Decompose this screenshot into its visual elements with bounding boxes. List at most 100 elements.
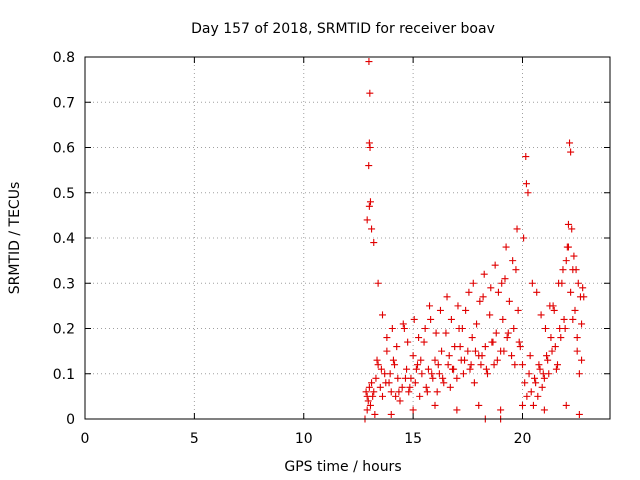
y-tick-label: 0.6 bbox=[53, 141, 75, 157]
data-point bbox=[475, 401, 483, 409]
data-point bbox=[567, 288, 575, 296]
data-point bbox=[578, 320, 586, 328]
data-point bbox=[383, 347, 391, 355]
data-point bbox=[404, 338, 412, 346]
data-point bbox=[566, 139, 574, 147]
data-point bbox=[462, 306, 470, 314]
data-point bbox=[366, 198, 374, 206]
data-point bbox=[527, 388, 535, 396]
data-point bbox=[540, 406, 548, 414]
data-point bbox=[429, 374, 437, 382]
data-point bbox=[522, 180, 530, 188]
data-point bbox=[575, 410, 583, 418]
data-point bbox=[465, 288, 473, 296]
data-point bbox=[515, 338, 523, 346]
data-point bbox=[524, 189, 532, 197]
data-point bbox=[435, 370, 443, 378]
data-point bbox=[484, 370, 491, 378]
data-point bbox=[482, 365, 490, 373]
data-point bbox=[538, 383, 546, 391]
data-point bbox=[499, 315, 507, 323]
data-point bbox=[363, 216, 371, 224]
data-point bbox=[365, 162, 373, 170]
grid-lines bbox=[85, 57, 610, 419]
data-point bbox=[509, 257, 517, 265]
x-tick-label: 0 bbox=[81, 431, 90, 447]
data-point bbox=[480, 270, 488, 278]
data-point bbox=[391, 361, 399, 369]
data-point bbox=[573, 334, 581, 342]
data-point bbox=[442, 329, 450, 337]
data-point bbox=[409, 352, 417, 360]
data-point bbox=[562, 401, 570, 409]
data-point bbox=[393, 343, 401, 351]
data-point bbox=[372, 374, 380, 382]
data-point bbox=[478, 352, 486, 360]
data-point bbox=[403, 365, 411, 373]
data-point bbox=[567, 148, 575, 156]
data-point bbox=[369, 392, 377, 400]
data-point bbox=[535, 361, 543, 369]
data-point bbox=[365, 383, 373, 391]
data-points bbox=[361, 58, 588, 423]
data-point bbox=[436, 306, 444, 314]
chart-title: Day 157 of 2018, SRMTID for receiver boa… bbox=[191, 21, 495, 37]
data-point bbox=[376, 383, 384, 391]
data-point bbox=[569, 315, 577, 323]
data-point bbox=[431, 356, 439, 364]
x-tick-label: 15 bbox=[404, 431, 422, 447]
data-point bbox=[534, 392, 542, 400]
data-point bbox=[561, 325, 569, 332]
data-point bbox=[447, 315, 455, 323]
data-point bbox=[520, 234, 528, 242]
data-point bbox=[522, 153, 530, 161]
data-point bbox=[374, 279, 382, 287]
data-point bbox=[377, 365, 385, 373]
data-point bbox=[531, 374, 539, 382]
data-point bbox=[573, 347, 581, 355]
y-tick-label: 0.4 bbox=[53, 231, 75, 247]
data-point bbox=[550, 306, 558, 314]
data-point bbox=[382, 379, 390, 387]
data-point bbox=[571, 306, 579, 314]
data-point bbox=[552, 365, 560, 373]
data-point bbox=[456, 343, 464, 351]
data-point bbox=[491, 261, 499, 269]
data-point bbox=[383, 334, 391, 342]
data-point bbox=[365, 139, 373, 147]
data-point bbox=[536, 365, 544, 373]
data-point bbox=[473, 320, 481, 328]
data-point bbox=[576, 293, 584, 301]
data-point bbox=[387, 410, 395, 418]
data-point bbox=[379, 392, 386, 400]
data-point bbox=[368, 379, 376, 387]
data-point bbox=[454, 302, 462, 310]
data-point bbox=[420, 338, 428, 346]
data-point bbox=[421, 325, 429, 332]
data-point bbox=[392, 392, 400, 400]
data-point bbox=[416, 392, 424, 400]
y-tick-label: 0 bbox=[66, 412, 75, 428]
data-point bbox=[476, 297, 484, 305]
axis-ticks: 0 0.1 0.2 0.3 0.4 0.5 0.6 0.7 0.8 0 5 10 15 20 bbox=[53, 50, 610, 447]
x-tick-label: 5 bbox=[190, 431, 199, 447]
data-point bbox=[497, 406, 505, 414]
data-point bbox=[493, 356, 501, 364]
data-point bbox=[544, 356, 552, 364]
data-point bbox=[467, 361, 475, 369]
data-point bbox=[525, 370, 533, 378]
data-point bbox=[411, 379, 419, 387]
data-point bbox=[471, 347, 479, 355]
data-point bbox=[439, 374, 447, 382]
data-point bbox=[479, 293, 487, 301]
data-point bbox=[461, 356, 469, 364]
data-point bbox=[519, 401, 526, 409]
data-point bbox=[574, 279, 582, 287]
data-point bbox=[428, 370, 436, 378]
data-point bbox=[481, 343, 489, 351]
data-point bbox=[438, 347, 446, 355]
data-point bbox=[424, 365, 432, 373]
data-point bbox=[541, 325, 549, 332]
data-point bbox=[486, 311, 494, 319]
